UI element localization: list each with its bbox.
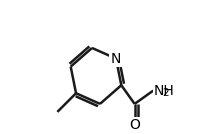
Text: O: O: [129, 118, 140, 132]
Text: NH: NH: [154, 84, 175, 98]
Text: 2: 2: [162, 88, 169, 98]
Text: N: N: [111, 52, 121, 66]
